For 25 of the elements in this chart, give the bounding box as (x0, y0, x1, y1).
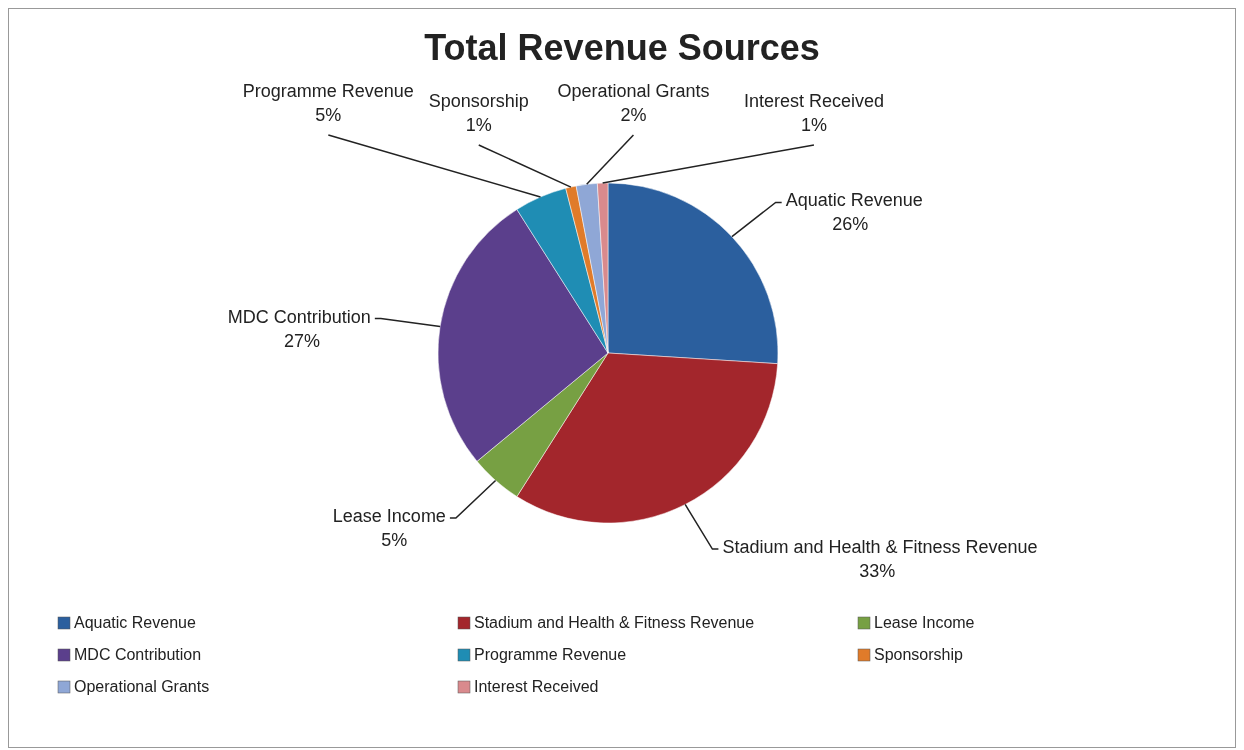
slice-label: Lease Income (332, 506, 446, 527)
legend-label: MDC Contribution (74, 646, 202, 663)
legend-label: Sponsorship (874, 646, 964, 663)
legend-label: Programme Revenue (474, 646, 627, 663)
data-label: 2% (620, 105, 647, 125)
data-label: 5% (381, 530, 408, 551)
slice-label: Sponsorship (428, 91, 529, 111)
chart-title: Total Revenue Sources (424, 27, 820, 68)
slice-label: MDC Contribution (227, 306, 371, 327)
data-label: 1% (465, 115, 492, 135)
data-label: 1% (800, 115, 827, 135)
slice-label: Interest Received (743, 91, 884, 111)
slice-label: Programme Revenue (242, 81, 414, 101)
legend-label: Operational Grants (74, 678, 210, 695)
legend-label: Lease Income (874, 614, 975, 631)
legend-label: Aquatic Revenue (74, 614, 196, 631)
slice-label: Stadium and Health & Fitness Revenue (722, 537, 1038, 558)
data-label: 5% (315, 105, 342, 125)
data-label: 33% (859, 561, 896, 582)
data-label: 27% (284, 330, 321, 351)
slice-label: Aquatic Revenue (785, 190, 923, 211)
legend-label: Interest Received (474, 678, 599, 695)
legend-label: Stadium and Health & Fitness Revenue (474, 614, 755, 631)
data-label: 26% (832, 214, 869, 235)
slice-label: Operational Grants (557, 81, 710, 101)
